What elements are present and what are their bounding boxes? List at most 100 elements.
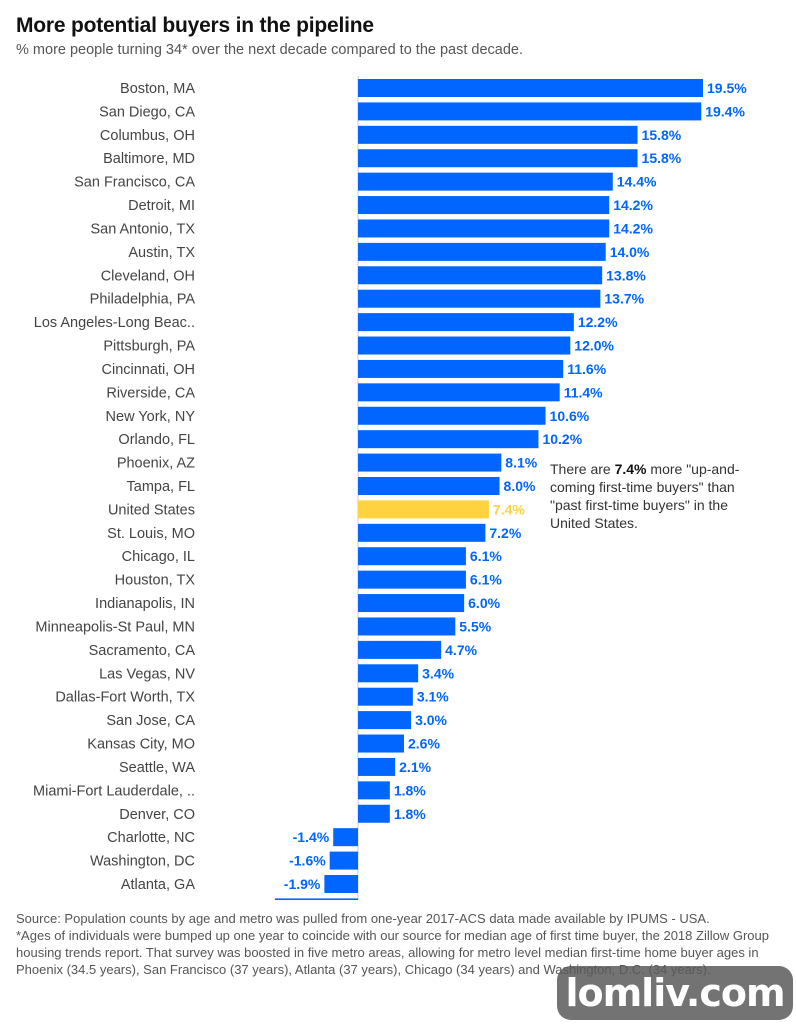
bar: [358, 79, 703, 97]
bar: [358, 477, 500, 495]
bar: [358, 172, 613, 191]
category-label: San Antonio, TX: [90, 221, 195, 237]
value-label: 6.1%: [470, 548, 502, 564]
bar: [358, 289, 601, 308]
bar: [358, 219, 610, 238]
category-label: St. Louis, MO: [107, 526, 195, 542]
category-label: Philadelphia, PA: [90, 292, 196, 308]
bar: [358, 383, 560, 402]
category-label: San Diego, CA: [99, 104, 195, 120]
annotation-value: 7.4%: [614, 461, 647, 477]
value-label: 10.6%: [550, 408, 590, 424]
category-label: Detroit, MI: [128, 198, 195, 214]
chart-title: More potential buyers in the pipeline: [16, 14, 374, 37]
bar: [358, 711, 412, 730]
bar: [358, 804, 390, 823]
watermark: lomliv.com: [557, 966, 793, 1020]
bar-highlight: [358, 500, 489, 519]
value-label: 14.4%: [617, 174, 657, 190]
value-label: 5.5%: [459, 618, 491, 634]
bar: [358, 406, 546, 425]
bar: [329, 851, 358, 870]
value-label: 8.0%: [504, 478, 536, 494]
category-label: Boston, MA: [120, 81, 195, 97]
bar: [358, 617, 456, 636]
bar: [358, 757, 396, 776]
bar: [358, 523, 486, 542]
value-label: 19.4%: [705, 103, 745, 119]
value-label: 4.7%: [445, 642, 477, 658]
bar: [358, 570, 466, 589]
category-label: Indianapolis, IN: [95, 596, 195, 612]
bar: [358, 242, 606, 261]
category-label: Cincinnati, OH: [102, 362, 195, 378]
category-label: Columbus, OH: [100, 128, 195, 144]
value-label: 8.1%: [505, 455, 537, 471]
source-note: Source: Population counts by age and met…: [16, 911, 710, 926]
value-label: 7.2%: [489, 525, 521, 541]
bar: [358, 664, 419, 683]
value-label: 14.2%: [613, 197, 653, 213]
value-label: 1.8%: [394, 782, 426, 798]
bar-chart: Boston, MA 19.5% San Diego, CA 19.4% Columbu…: [33, 76, 747, 900]
annotation-text-after: more "up-and-coming first-time buyers" t…: [550, 461, 740, 531]
category-label: Houston, TX: [115, 573, 196, 589]
bar: [358, 687, 413, 706]
value-label: 15.8%: [642, 150, 682, 166]
value-label: 12.0%: [574, 338, 614, 354]
category-label: Baltimore, MD: [103, 151, 195, 167]
value-label: 6.1%: [470, 572, 502, 588]
annotation-text-before: There are: [550, 461, 615, 477]
bar: [274, 898, 358, 900]
bar: [358, 149, 638, 168]
bar: [358, 336, 571, 355]
category-label: Minneapolis-St Paul, MN: [35, 619, 195, 635]
value-label: -1.6%: [289, 853, 326, 869]
value-label: 1.8%: [394, 806, 426, 822]
category-label: United States: [108, 502, 195, 518]
category-label: New York, NY: [106, 409, 196, 425]
value-label: -1.9%: [284, 876, 321, 892]
category-label: San Jose, CA: [106, 713, 195, 729]
category-label: Tampa, FL: [127, 479, 196, 495]
value-label: -1.4%: [293, 829, 330, 845]
category-label: Seattle, WA: [119, 760, 195, 776]
bar: [358, 125, 638, 144]
bar: [358, 640, 442, 659]
value-label: 2.1%: [399, 759, 431, 775]
value-label: 12.2%: [578, 314, 618, 330]
bar: [358, 313, 574, 332]
category-label: Kansas City, MO: [87, 737, 195, 753]
value-label: 11.4%: [564, 384, 603, 400]
value-label: 19.5%: [707, 80, 747, 96]
value-label: 10.2%: [542, 431, 582, 447]
value-label: 11.6%: [567, 361, 606, 377]
bar: [358, 453, 502, 472]
category-label: Las Vegas, NV: [99, 666, 195, 682]
category-label: San Francisco, CA: [74, 175, 195, 191]
bar: [358, 430, 539, 449]
value-label: 3.1%: [417, 689, 449, 705]
value-label: 15.8%: [642, 127, 682, 143]
us-annotation: There are 7.4% more "up-and-coming first…: [550, 460, 740, 532]
category-label: Dallas-Fort Worth, TX: [55, 690, 195, 706]
category-label: Charlotte, NC: [107, 830, 195, 846]
bar: [333, 828, 358, 847]
bar: [358, 594, 465, 613]
value-label: 13.7%: [604, 291, 644, 307]
value-label: 13.8%: [606, 267, 646, 283]
value-label: 7.4%: [493, 501, 525, 517]
bar: [358, 102, 702, 121]
category-label: Atlanta, GA: [121, 877, 195, 893]
category-label: Cleveland, OH: [101, 268, 195, 284]
bar: [358, 266, 603, 285]
bar: [358, 547, 466, 566]
value-label: 6.0%: [468, 595, 500, 611]
bar: [324, 875, 358, 893]
category-label: Austin, TX: [128, 245, 195, 261]
value-label: 14.2%: [613, 220, 653, 236]
category-label: Miami-Fort Lauderdale, ..: [33, 783, 195, 799]
footer: Source: Population counts by age and met…: [16, 910, 776, 978]
bar: [358, 196, 610, 215]
category-label: Pittsburgh, PA: [103, 339, 195, 355]
